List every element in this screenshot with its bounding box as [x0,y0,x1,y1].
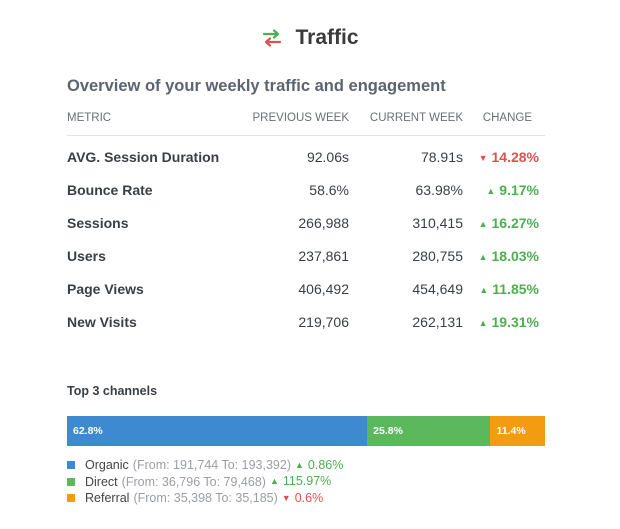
triangle-up-icon: ▲ [294,459,304,470]
channel-change: ▲ 0.86% [295,457,343,475]
column-header-metric: METRIC [67,111,237,136]
table-row: Sessions 266,988 310,415 ▲ 16.27% [67,206,545,239]
current-week-value: 454,649 [412,280,463,297]
channel-bar-segment-organic: 62.8% [67,416,368,446]
channel-name: Organic [85,458,129,472]
channel-range: (From: 191,744 To: 193,392) [132,458,291,472]
current-week-value: 280,755 [412,247,463,264]
table-row: Bounce Rate 58.6% 63.98% ▲ 9.17% [67,173,545,206]
change-value: ▲ 19.31% [463,305,545,338]
channel-share-bar: 62.8% 25.8% 11.4% [67,416,545,446]
metric-name: Bounce Rate [67,181,153,198]
triangle-down-icon: ▼ [478,152,488,163]
table-row: Users 237,861 280,755 ▲ 18.03% [67,239,545,272]
channel-share-label: 62.8% [73,425,103,437]
channel-change: ▼ 0.6% [282,490,323,508]
change-percent: 18.03% [491,247,539,264]
channel-change-percent: 115.97% [282,474,332,488]
change-value: ▲ 16.27% [463,206,545,239]
previous-week-value: 92.06s [306,148,349,165]
channel-name: Referral [85,491,130,505]
metric-name: Sessions [67,214,129,231]
current-week-value: 310,415 [412,214,463,231]
channel-range: (From: 35,398 To: 35,185) [133,491,278,505]
table-row: Page Views 406,492 454,649 ▲ 11.85% [67,272,545,305]
change-percent: 14.28% [491,148,539,165]
previous-week-value: 219,706 [298,313,349,330]
change-value: ▼ 14.28% [463,136,545,174]
change-value: ▲ 9.17% [463,173,545,206]
channel-share-label: 11.4% [496,425,526,437]
triangle-up-icon: ▲ [269,476,279,486]
channels-title: Top 3 channels [67,384,158,398]
current-week-value: 63.98% [415,181,463,198]
metric-name: Users [67,247,106,264]
channel-range: (From: 36,796 To: 79,468) [121,474,266,489]
legend-item-referral: Referral (From: 35,398 To: 35,185) ▼ 0.6% [67,490,343,507]
change-percent: 9.17% [499,181,539,198]
metric-name: AVG. Session Duration [67,148,220,165]
previous-week-value: 266,988 [298,214,349,231]
swap-arrows-icon [263,29,282,47]
column-header-change: CHANGE [463,111,545,136]
change-value: ▲ 18.03% [463,239,545,272]
change-percent: 19.31% [491,313,539,330]
triangle-up-icon: ▲ [479,284,489,295]
change-percent: 16.27% [491,214,539,231]
page-title: Traffic [295,26,359,49]
channel-change-percent: 0.6% [294,490,324,505]
table-header-row: METRIC PREVIOUS WEEK CURRENT WEEK CHANGE [67,111,545,136]
column-header-previous-week: PREVIOUS WEEK [237,111,349,136]
triangle-up-icon: ▲ [478,317,488,328]
page-header: Traffic [0,26,620,50]
current-week-value: 262,131 [412,313,463,330]
channel-share-label: 25.8% [373,425,403,437]
section-subtitle: Overview of your weekly traffic and enga… [67,77,446,95]
channel-legend: Organic (From: 191,744 To: 193,392) ▲ 0.86%… [67,457,343,507]
previous-week-value: 406,492 [298,280,349,297]
channel-bar-segment-direct: 25.8% [367,416,491,446]
metrics-table: METRIC PREVIOUS WEEK CURRENT WEEK CHANGE… [67,111,545,338]
change-percent: 11.85% [492,280,539,297]
change-value: ▲ 11.85% [463,272,545,305]
triangle-up-icon: ▲ [478,251,488,262]
triangle-up-icon: ▲ [478,218,488,229]
channel-bar-segment-referral: 11.4% [490,416,545,446]
legend-item-direct: Direct (From: 36,796 To: 79,468) ▲ 115.97% [67,474,343,491]
table-row: New Visits 219,706 262,131 ▲ 19.31% [67,305,545,338]
column-header-current-week: CURRENT WEEK [349,111,463,136]
channel-name: Direct [85,474,118,489]
metric-name: Page Views [67,280,144,297]
previous-week-value: 237,861 [298,247,349,264]
legend-swatch [67,494,75,503]
metric-name: New Visits [67,313,137,330]
legend-swatch [67,477,75,486]
previous-week-value: 58.6% [309,181,349,198]
current-week-value: 78.91s [420,148,463,165]
triangle-down-icon: ▼ [281,492,291,503]
channel-change: ▲ 115.97% [270,473,331,491]
legend-swatch [67,461,75,470]
table-row: AVG. Session Duration 92.06s 78.91s ▼ 14.28% [67,136,545,174]
triangle-up-icon: ▲ [486,185,496,196]
legend-item-organic: Organic (From: 191,744 To: 193,392) ▲ 0.86% [67,457,343,474]
channel-change-percent: 0.86% [307,457,344,472]
